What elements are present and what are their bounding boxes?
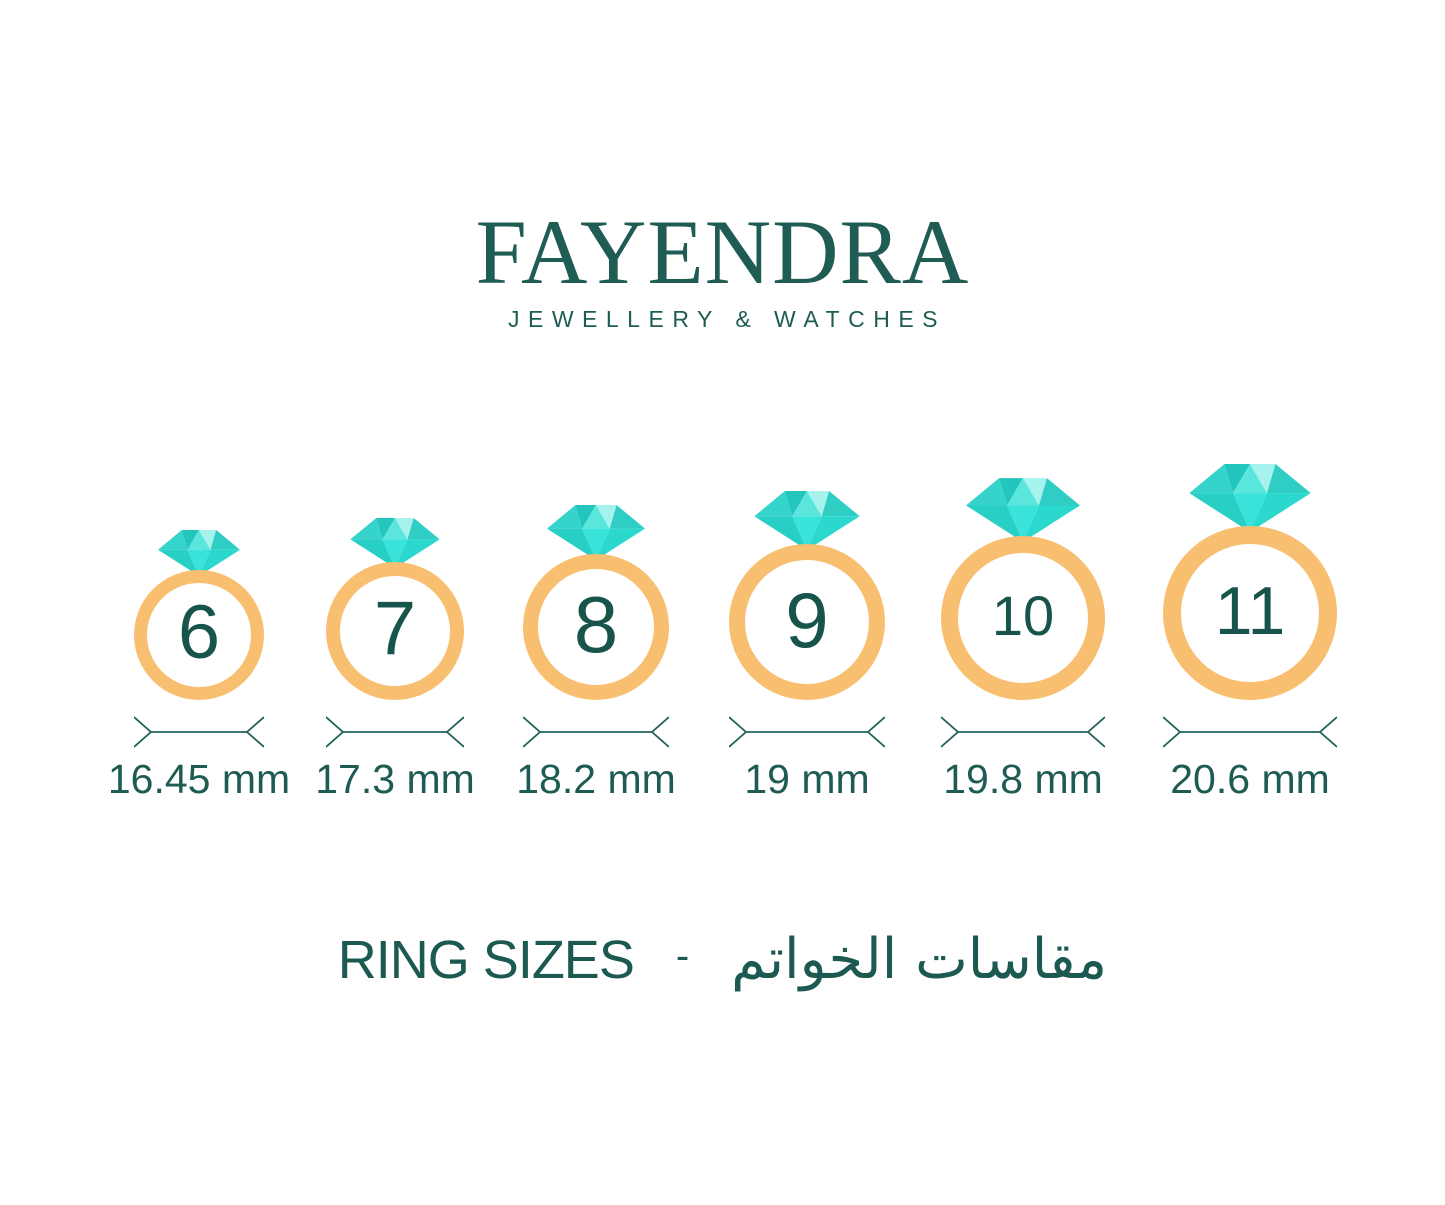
diamond-icon <box>547 505 645 560</box>
dimension-arrow <box>729 716 885 748</box>
dimension-arrow <box>1163 716 1337 748</box>
ring-size-number: 9 <box>785 576 829 664</box>
diameter-label: 19 mm <box>744 756 870 802</box>
ring-size-number: 6 <box>177 590 221 675</box>
title-separator-dash: - <box>675 933 690 978</box>
dimension-arrow <box>523 716 669 748</box>
diameter-label: 16.45 mm <box>107 756 291 802</box>
page-title: RING SIZES - مقاسات الخواتم <box>0 926 1445 993</box>
brand-tagline: JEWELLERY & WATCHES <box>508 306 946 332</box>
diameter-label: 20.6 mm <box>1170 756 1330 802</box>
dimension-arrow <box>941 716 1105 748</box>
diameter-label: 17.3 mm <box>315 756 475 802</box>
ring-size-6: 6 16.45 mm <box>104 440 294 820</box>
diamond-icon <box>754 491 860 550</box>
ring-size-number: 11 <box>1214 573 1286 649</box>
ring-size-8: 8 18.2 mm <box>493 440 699 820</box>
brand-name: FAYENDRA <box>475 201 970 303</box>
dimension-arrow <box>326 716 464 748</box>
ring-size-9: 9 19 mm <box>699 440 915 820</box>
diameter-label: 19.8 mm <box>943 756 1103 802</box>
page-title-arabic: مقاسات الخواتم <box>731 927 1108 992</box>
ring-size-7: 7 17.3 mm <box>296 440 494 820</box>
diamond-icon <box>1189 464 1311 532</box>
dimension-arrow <box>134 716 264 748</box>
ring-size-11: 11 20.6 mm <box>1133 440 1367 820</box>
ring-size-number: 7 <box>373 586 417 671</box>
ring-size-number: 8 <box>573 580 619 669</box>
ring-size-10: 10 19.8 mm <box>911 440 1135 820</box>
diamond-icon <box>350 518 440 568</box>
brand-logo: FAYENDRA JEWELLERY & WATCHES <box>0 206 1445 331</box>
page-title-english: RING SIZES <box>337 929 635 990</box>
diamond-icon <box>966 478 1080 542</box>
diameter-label: 18.2 mm <box>516 756 676 802</box>
ring-size-number: 10 <box>991 584 1055 647</box>
